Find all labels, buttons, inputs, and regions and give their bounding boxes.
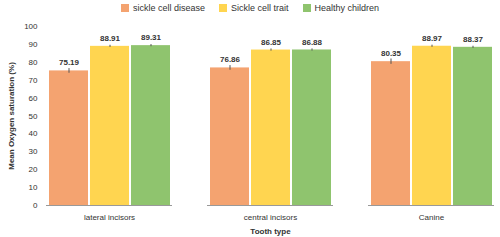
svg-text:0: 0 [33, 201, 38, 210]
svg-text:75.19: 75.19 [59, 58, 80, 67]
svg-text:60: 60 [29, 94, 38, 103]
svg-text:80.35: 80.35 [381, 49, 402, 58]
svg-text:Canine: Canine [419, 213, 445, 222]
svg-text:50: 50 [29, 112, 38, 121]
svg-text:86.85: 86.85 [261, 38, 282, 47]
svg-text:Mean Oxygen saturation (%): Mean Oxygen saturation (%) [7, 62, 16, 170]
svg-text:lateral incisors: lateral incisors [84, 213, 135, 222]
svg-text:10: 10 [29, 183, 38, 192]
svg-text:30: 30 [29, 147, 38, 156]
html-text:Healthy children: Healthy children [314, 3, 379, 13]
svg-text:central incisors: central incisors [244, 213, 297, 222]
svg-text:76.86: 76.86 [220, 55, 241, 64]
svg-text:80: 80 [29, 58, 38, 67]
svg-text:88.37: 88.37 [463, 35, 484, 44]
svg-text:88.97: 88.97 [422, 34, 443, 43]
svg-text:40: 40 [29, 129, 38, 138]
svg-text:20: 20 [29, 165, 38, 174]
svg-text:86.88: 86.88 [302, 38, 323, 47]
svg-text:Tooth type: Tooth type [250, 227, 291, 236]
svg-text:100: 100 [24, 22, 38, 31]
svg-text:90: 90 [29, 40, 38, 49]
svg-text:89.31: 89.31 [141, 33, 162, 42]
svg-text:88.91: 88.91 [100, 34, 121, 43]
svg-text:70: 70 [29, 76, 38, 85]
html-text:sickle cell disease: sickle cell disease [133, 3, 205, 13]
html-text:Sickle cell trait: Sickle cell trait [231, 3, 289, 13]
